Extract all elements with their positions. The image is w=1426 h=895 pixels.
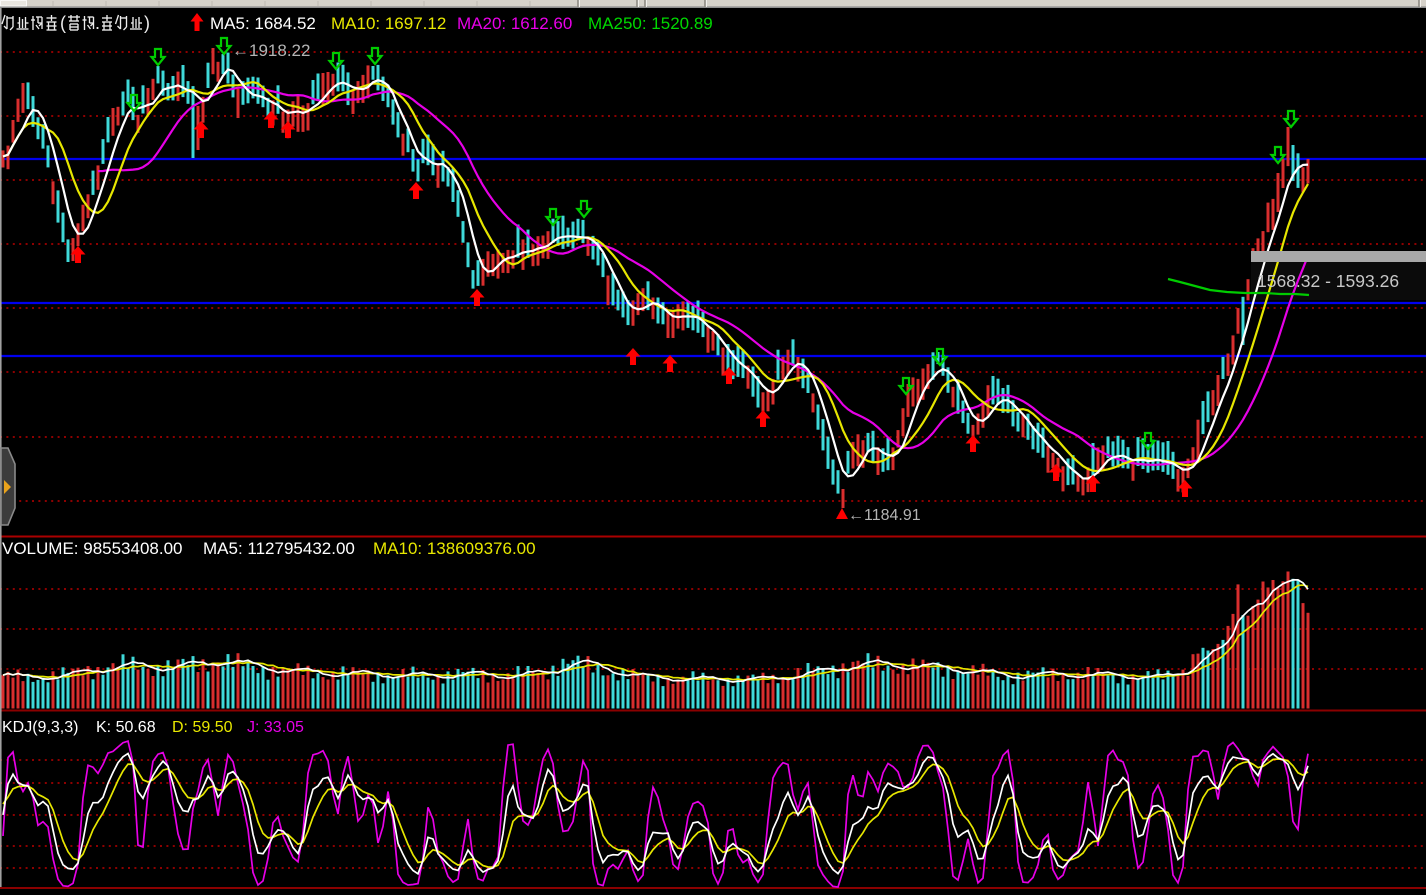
- svg-text:1568.32 - 1593.26: 1568.32 - 1593.26: [1257, 271, 1399, 291]
- svg-text:MA5: 1684.52: MA5: 1684.52: [210, 14, 316, 33]
- svg-text:MA20: 1612.60: MA20: 1612.60: [457, 14, 572, 33]
- svg-text:MA10: 1697.12: MA10: 1697.12: [331, 14, 446, 33]
- svg-text:D: 59.50: D: 59.50: [172, 719, 233, 736]
- svg-text:VOLUME: 98553408.00: VOLUME: 98553408.00: [2, 539, 183, 558]
- svg-text:J: 33.05: J: 33.05: [247, 719, 304, 736]
- svg-text:.: .: [95, 13, 100, 33]
- svg-text:←1918.22: ←1918.22: [232, 41, 310, 60]
- svg-text:MA5: 112795432.00: MA5: 112795432.00: [203, 539, 355, 558]
- svg-text:): ): [144, 13, 150, 33]
- svg-text:(: (: [60, 13, 66, 33]
- svg-text:MA250: 1520.89: MA250: 1520.89: [588, 14, 713, 33]
- svg-text:MA10: 138609376.00: MA10: 138609376.00: [373, 539, 536, 558]
- svg-text:K: 50.68: K: 50.68: [96, 719, 156, 736]
- svg-text:KDJ(9,3,3): KDJ(9,3,3): [2, 719, 78, 736]
- svg-text:←1184.91: ←1184.91: [848, 507, 921, 524]
